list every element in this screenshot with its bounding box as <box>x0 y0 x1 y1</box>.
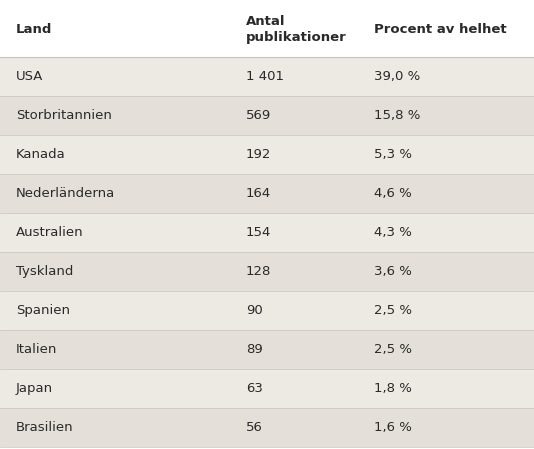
Text: Storbritannien: Storbritannien <box>16 109 112 122</box>
Bar <box>0 96 534 135</box>
Text: Nederländerna: Nederländerna <box>16 187 115 200</box>
Text: 63: 63 <box>246 382 263 395</box>
Text: 128: 128 <box>246 265 271 278</box>
Text: Brasilien: Brasilien <box>16 421 74 434</box>
Text: 1,8 %: 1,8 % <box>374 382 412 395</box>
Text: 154: 154 <box>246 226 271 239</box>
Bar <box>0 57 534 96</box>
Bar <box>0 408 534 447</box>
Text: 4,3 %: 4,3 % <box>374 226 412 239</box>
Text: Procent av helhet: Procent av helhet <box>374 23 506 36</box>
Text: 3,6 %: 3,6 % <box>374 265 412 278</box>
Text: USA: USA <box>16 70 43 83</box>
Text: 1,6 %: 1,6 % <box>374 421 412 434</box>
Text: 5,3 %: 5,3 % <box>374 148 412 161</box>
Text: 164: 164 <box>246 187 271 200</box>
Bar <box>0 213 534 252</box>
Bar <box>0 174 534 213</box>
Text: Tyskland: Tyskland <box>16 265 73 278</box>
Text: Land: Land <box>16 23 52 36</box>
Text: 15,8 %: 15,8 % <box>374 109 420 122</box>
Text: Spanien: Spanien <box>16 304 70 317</box>
Bar <box>0 2 534 57</box>
Text: 89: 89 <box>246 343 262 356</box>
Text: 1 401: 1 401 <box>246 70 284 83</box>
Text: 569: 569 <box>246 109 271 122</box>
Bar <box>0 369 534 408</box>
Bar <box>0 135 534 174</box>
Text: Antal
publikationer: Antal publikationer <box>246 15 347 44</box>
Text: 2,5 %: 2,5 % <box>374 304 412 317</box>
Text: 4,6 %: 4,6 % <box>374 187 412 200</box>
Text: 90: 90 <box>246 304 262 317</box>
Text: 39,0 %: 39,0 % <box>374 70 420 83</box>
Text: Italien: Italien <box>16 343 57 356</box>
Bar <box>0 291 534 330</box>
Text: Japan: Japan <box>16 382 53 395</box>
Text: 56: 56 <box>246 421 263 434</box>
Bar <box>0 252 534 291</box>
Text: 2,5 %: 2,5 % <box>374 343 412 356</box>
Bar <box>0 330 534 369</box>
Text: 192: 192 <box>246 148 271 161</box>
Text: Australien: Australien <box>16 226 84 239</box>
Text: Kanada: Kanada <box>16 148 66 161</box>
